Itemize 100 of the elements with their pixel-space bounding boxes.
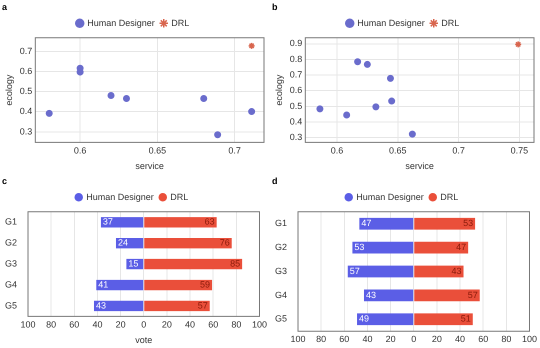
data-label: 47: [361, 218, 372, 228]
x-tick-label: 40: [362, 334, 372, 344]
data-label: 43: [366, 290, 376, 300]
point: [46, 110, 53, 117]
x-tick-label: 100: [20, 319, 36, 330]
legend-label: DRL: [171, 18, 190, 28]
x-tick-label: 80: [316, 334, 326, 344]
bar: [414, 242, 468, 254]
x-tick-label: 100: [252, 319, 268, 330]
point: [372, 103, 380, 110]
bar: [352, 242, 414, 254]
y-tick-label: 0.3: [290, 132, 302, 142]
legend-label: Human Designer: [357, 18, 425, 28]
y-tick-label: G1: [274, 218, 288, 228]
y-tick-label: G3: [4, 258, 18, 269]
x-tick-label: 100: [522, 334, 538, 344]
x-tick-label: 20: [162, 319, 172, 330]
bar: [144, 238, 232, 248]
point: [408, 130, 416, 138]
legend-label: Human Designer: [87, 18, 155, 28]
point: [343, 112, 350, 118]
y-tick-label: 0.6: [290, 85, 302, 96]
bar: [364, 289, 414, 302]
legend-label: DRL: [441, 18, 460, 28]
data-label: 43: [452, 266, 462, 276]
data-label: 47: [456, 242, 466, 252]
x-axis-title: service: [135, 161, 164, 172]
bar: [348, 266, 414, 278]
x-tick-label: 0.7: [452, 145, 465, 156]
x-tick-label: 40: [185, 319, 196, 330]
x-tick-label: 40: [455, 334, 466, 344]
y-tick-label: G2: [4, 238, 18, 248]
x-tick-label: 40: [92, 319, 102, 330]
data-label: 49: [359, 314, 370, 324]
point: [354, 58, 362, 66]
x-tick-label: 0.75: [510, 145, 528, 156]
y-tick-label: G2: [274, 242, 288, 252]
y-tick-label: 0.4: [290, 116, 302, 127]
x-tick-label: 0.7: [228, 145, 241, 156]
x-tick-label: 60: [69, 319, 80, 330]
data-label: 24: [118, 238, 128, 248]
data-label: 51: [460, 314, 471, 324]
x-tick-label: 20: [116, 319, 126, 330]
y-tick-label: G5: [4, 300, 18, 310]
bar: [144, 258, 242, 270]
bar: [100, 217, 144, 228]
point: [200, 95, 208, 102]
x-tick-label: 20: [432, 334, 442, 344]
bar: [359, 218, 414, 230]
data-label: 59: [200, 280, 210, 290]
x-tick-label: 60: [478, 334, 488, 344]
x-tick-label: 0.65: [388, 145, 407, 156]
x-tick-label: 100: [290, 334, 306, 344]
x-tick-label: 0.65: [148, 145, 166, 156]
chart-title: c: [2, 176, 8, 186]
bar: [414, 218, 476, 230]
data-label: 43: [96, 300, 106, 310]
point: [108, 92, 115, 100]
bar: [144, 217, 217, 228]
y-tick-label: G3: [274, 266, 288, 276]
legend-label: DRL: [440, 192, 458, 202]
y-axis-title: ecology: [274, 74, 284, 106]
data-label: 85: [230, 258, 240, 269]
bar: [144, 300, 210, 312]
y-tick-label: G4: [4, 280, 18, 290]
point: [514, 40, 522, 48]
point: [316, 105, 324, 112]
chart-title: d: [272, 176, 278, 186]
bar: [414, 289, 480, 302]
y-tick-label: 0.9: [290, 38, 302, 48]
chart-title: b: [272, 2, 278, 12]
point: [364, 60, 371, 68]
y-tick-label: G4: [274, 290, 288, 300]
x-tick-label: 80: [46, 319, 56, 330]
y-tick-label: 0.7: [290, 70, 302, 80]
y-tick-label: 0.4: [20, 106, 32, 116]
y-tick-label: 0.5: [20, 86, 32, 96]
data-label: 41: [98, 280, 108, 290]
data-label: 57: [468, 290, 478, 300]
legend-label: Human Designer: [356, 192, 424, 202]
y-tick-label: 0.7: [20, 46, 32, 56]
data-label: 53: [463, 218, 474, 228]
bar: [414, 313, 473, 326]
y-axis-title: ecology: [4, 74, 14, 106]
x-tick-label: 0.6: [74, 145, 86, 156]
data-label: 37: [102, 216, 113, 227]
x-tick-label: 60: [339, 334, 350, 344]
x-tick-label: 0: [141, 319, 146, 330]
data-label: 15: [128, 258, 138, 269]
y-tick-label: 0.6: [20, 66, 32, 76]
y-tick-label: G1: [4, 216, 18, 227]
x-tick-label: 0: [411, 334, 416, 344]
point: [248, 42, 256, 50]
x-axis-title: vote: [135, 335, 152, 346]
point: [248, 108, 256, 116]
x-tick-label: 0.6: [330, 145, 344, 156]
bar: [414, 266, 464, 278]
legend-label: DRL: [170, 192, 188, 202]
data-label: 57: [350, 266, 360, 276]
y-tick-label: 0.8: [290, 54, 302, 64]
